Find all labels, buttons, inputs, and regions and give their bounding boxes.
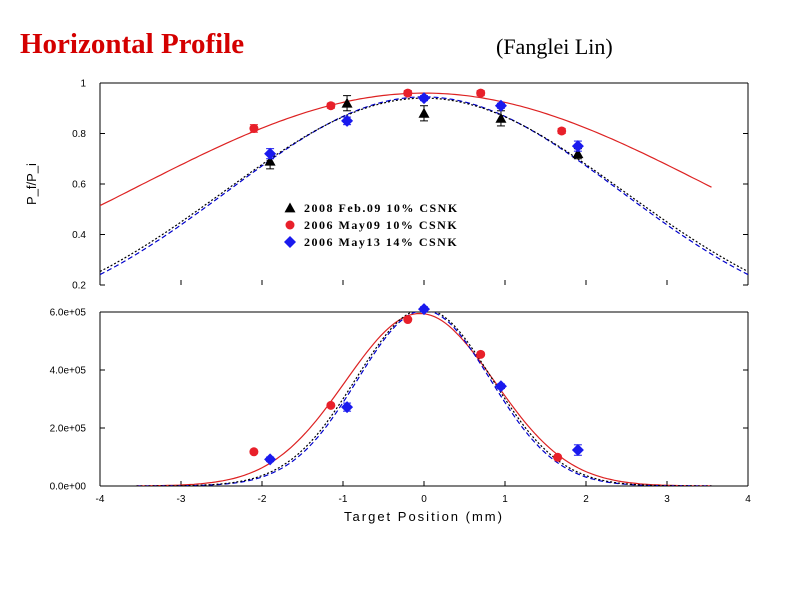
data-point [418,303,430,316]
y-tick-label: 0.0e+00 [50,482,87,493]
data-point [341,401,354,414]
x-tick-label: 1 [502,494,508,505]
x-tick-label: -4 [96,494,105,505]
y-tick-label: 0.6 [72,180,86,191]
x-tick-label: 4 [745,494,751,505]
x-tick-label: 2 [583,494,589,505]
y-tick-label: 2.0e+05 [50,424,87,435]
data-point [403,88,413,98]
data-point [264,147,277,160]
data-point [326,101,336,111]
data-point [341,114,354,127]
fit-curve [100,92,712,207]
y-tick-label: 0.8 [72,129,86,140]
y-tick-label: 0.4 [72,230,86,241]
legend-marker [284,236,296,248]
data-point [418,107,430,118]
data-point [476,349,486,359]
data-point [249,123,259,133]
data-point [495,112,507,123]
data-point [264,155,276,166]
fit-curve [100,96,748,276]
data-point [418,92,430,105]
fit-curve [136,312,712,486]
data-point [249,447,259,457]
data-point [403,315,413,325]
x-tick-label: -2 [258,494,267,505]
legend-label: 2008 Feb.09 10% CSNK [304,201,459,215]
x-tick-label: -1 [339,494,348,505]
data-point [264,453,277,466]
slide-author: (Fanglei Lin) [496,34,613,59]
y-axis-title: P_f/P_i [24,163,39,205]
x-tick-label: 0 [421,494,427,505]
legend-marker [285,220,295,230]
data-point [476,88,486,98]
bottom-panel: 0.0e+00 2.0e+05 4.0e+05 6.0e+05 -4 -3 -2 -1 0 1 2 3… [50,303,751,524]
y-tick-label: 4.0e+05 [50,366,87,377]
data-point [341,97,353,108]
data-point [557,126,567,136]
legend-marker [284,202,296,213]
fit-curve [136,312,712,486]
data-point [572,148,584,159]
x-tick-label: 3 [664,494,670,505]
top-panel: 0.2 0.4 0.6 0.8 1 P_f/P_i 2008 Feb.09 10% CSNK… [24,79,749,292]
y-tick-label: 6.0e+05 [50,308,87,319]
x-tick-label: -3 [177,494,186,505]
data-point [494,99,507,112]
data-point [571,444,584,457]
x-axis-title: Target Position (mm) [344,509,504,524]
data-point [494,380,507,393]
slide-title: Horizontal Profile [20,28,245,60]
y-tick-label: 0.2 [72,281,86,292]
data-point [553,452,563,462]
legend-label: 2006 May13 14% CSNK [304,235,458,249]
data-point [571,140,584,153]
data-point [326,400,336,410]
y-tick-label: 1 [80,79,86,90]
legend-label: 2006 May09 10% CSNK [304,218,458,232]
fit-curve [136,312,712,486]
